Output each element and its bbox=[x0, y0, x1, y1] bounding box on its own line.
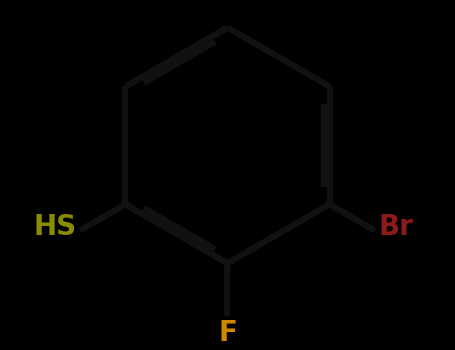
Text: F: F bbox=[218, 319, 237, 347]
Text: Br: Br bbox=[378, 213, 413, 241]
Text: HS: HS bbox=[34, 213, 77, 241]
